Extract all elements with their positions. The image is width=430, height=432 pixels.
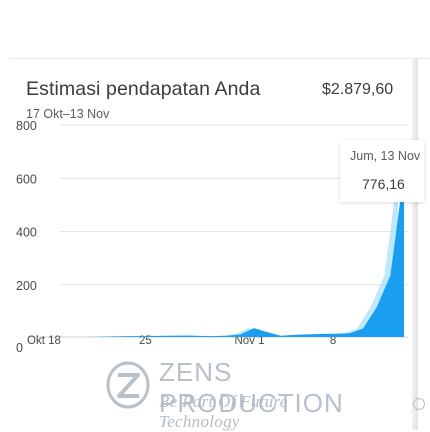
y-axis-labels: 0 200 400 600 800 xyxy=(16,119,37,355)
watermark-tagline: Be Part Of Future Technology xyxy=(159,392,288,431)
card-edge-shadow xyxy=(412,58,418,430)
x-tick-label: Okt 18 xyxy=(27,335,61,347)
date-range[interactable]: 17 Okt–13 Nov xyxy=(26,107,110,121)
tooltip-value: 776,16 xyxy=(362,176,405,192)
total-earnings: $2.879,60 xyxy=(322,81,394,98)
brand-logo-icon xyxy=(106,361,150,409)
y-tick-label: 200 xyxy=(16,279,37,293)
tooltip-date: Jum, 13 Nov xyxy=(350,149,421,163)
watermark-brand: ZENS PRODUCTION xyxy=(159,357,344,418)
card-top-border xyxy=(10,58,430,59)
registered-mark-icon xyxy=(413,398,425,410)
x-tick-label: Nov 1 xyxy=(234,335,264,347)
x-tick-label: 25 xyxy=(139,335,152,347)
y-tick-label: 800 xyxy=(16,119,37,133)
watermark: ZENS PRODUCTION Be Part Of Future Techno… xyxy=(105,354,345,431)
y-tick-label: 600 xyxy=(16,172,37,186)
x-axis-labels: Okt 18 25 Nov 1 8 xyxy=(27,335,336,347)
x-tick-label: 8 xyxy=(330,335,336,347)
y-tick-label: 0 xyxy=(16,341,23,355)
y-tick-label: 400 xyxy=(16,226,37,240)
chart-tooltip: Jum, 13 Nov 776,16 xyxy=(340,140,424,202)
page-title: Estimasi pendapatan Anda xyxy=(26,78,261,100)
